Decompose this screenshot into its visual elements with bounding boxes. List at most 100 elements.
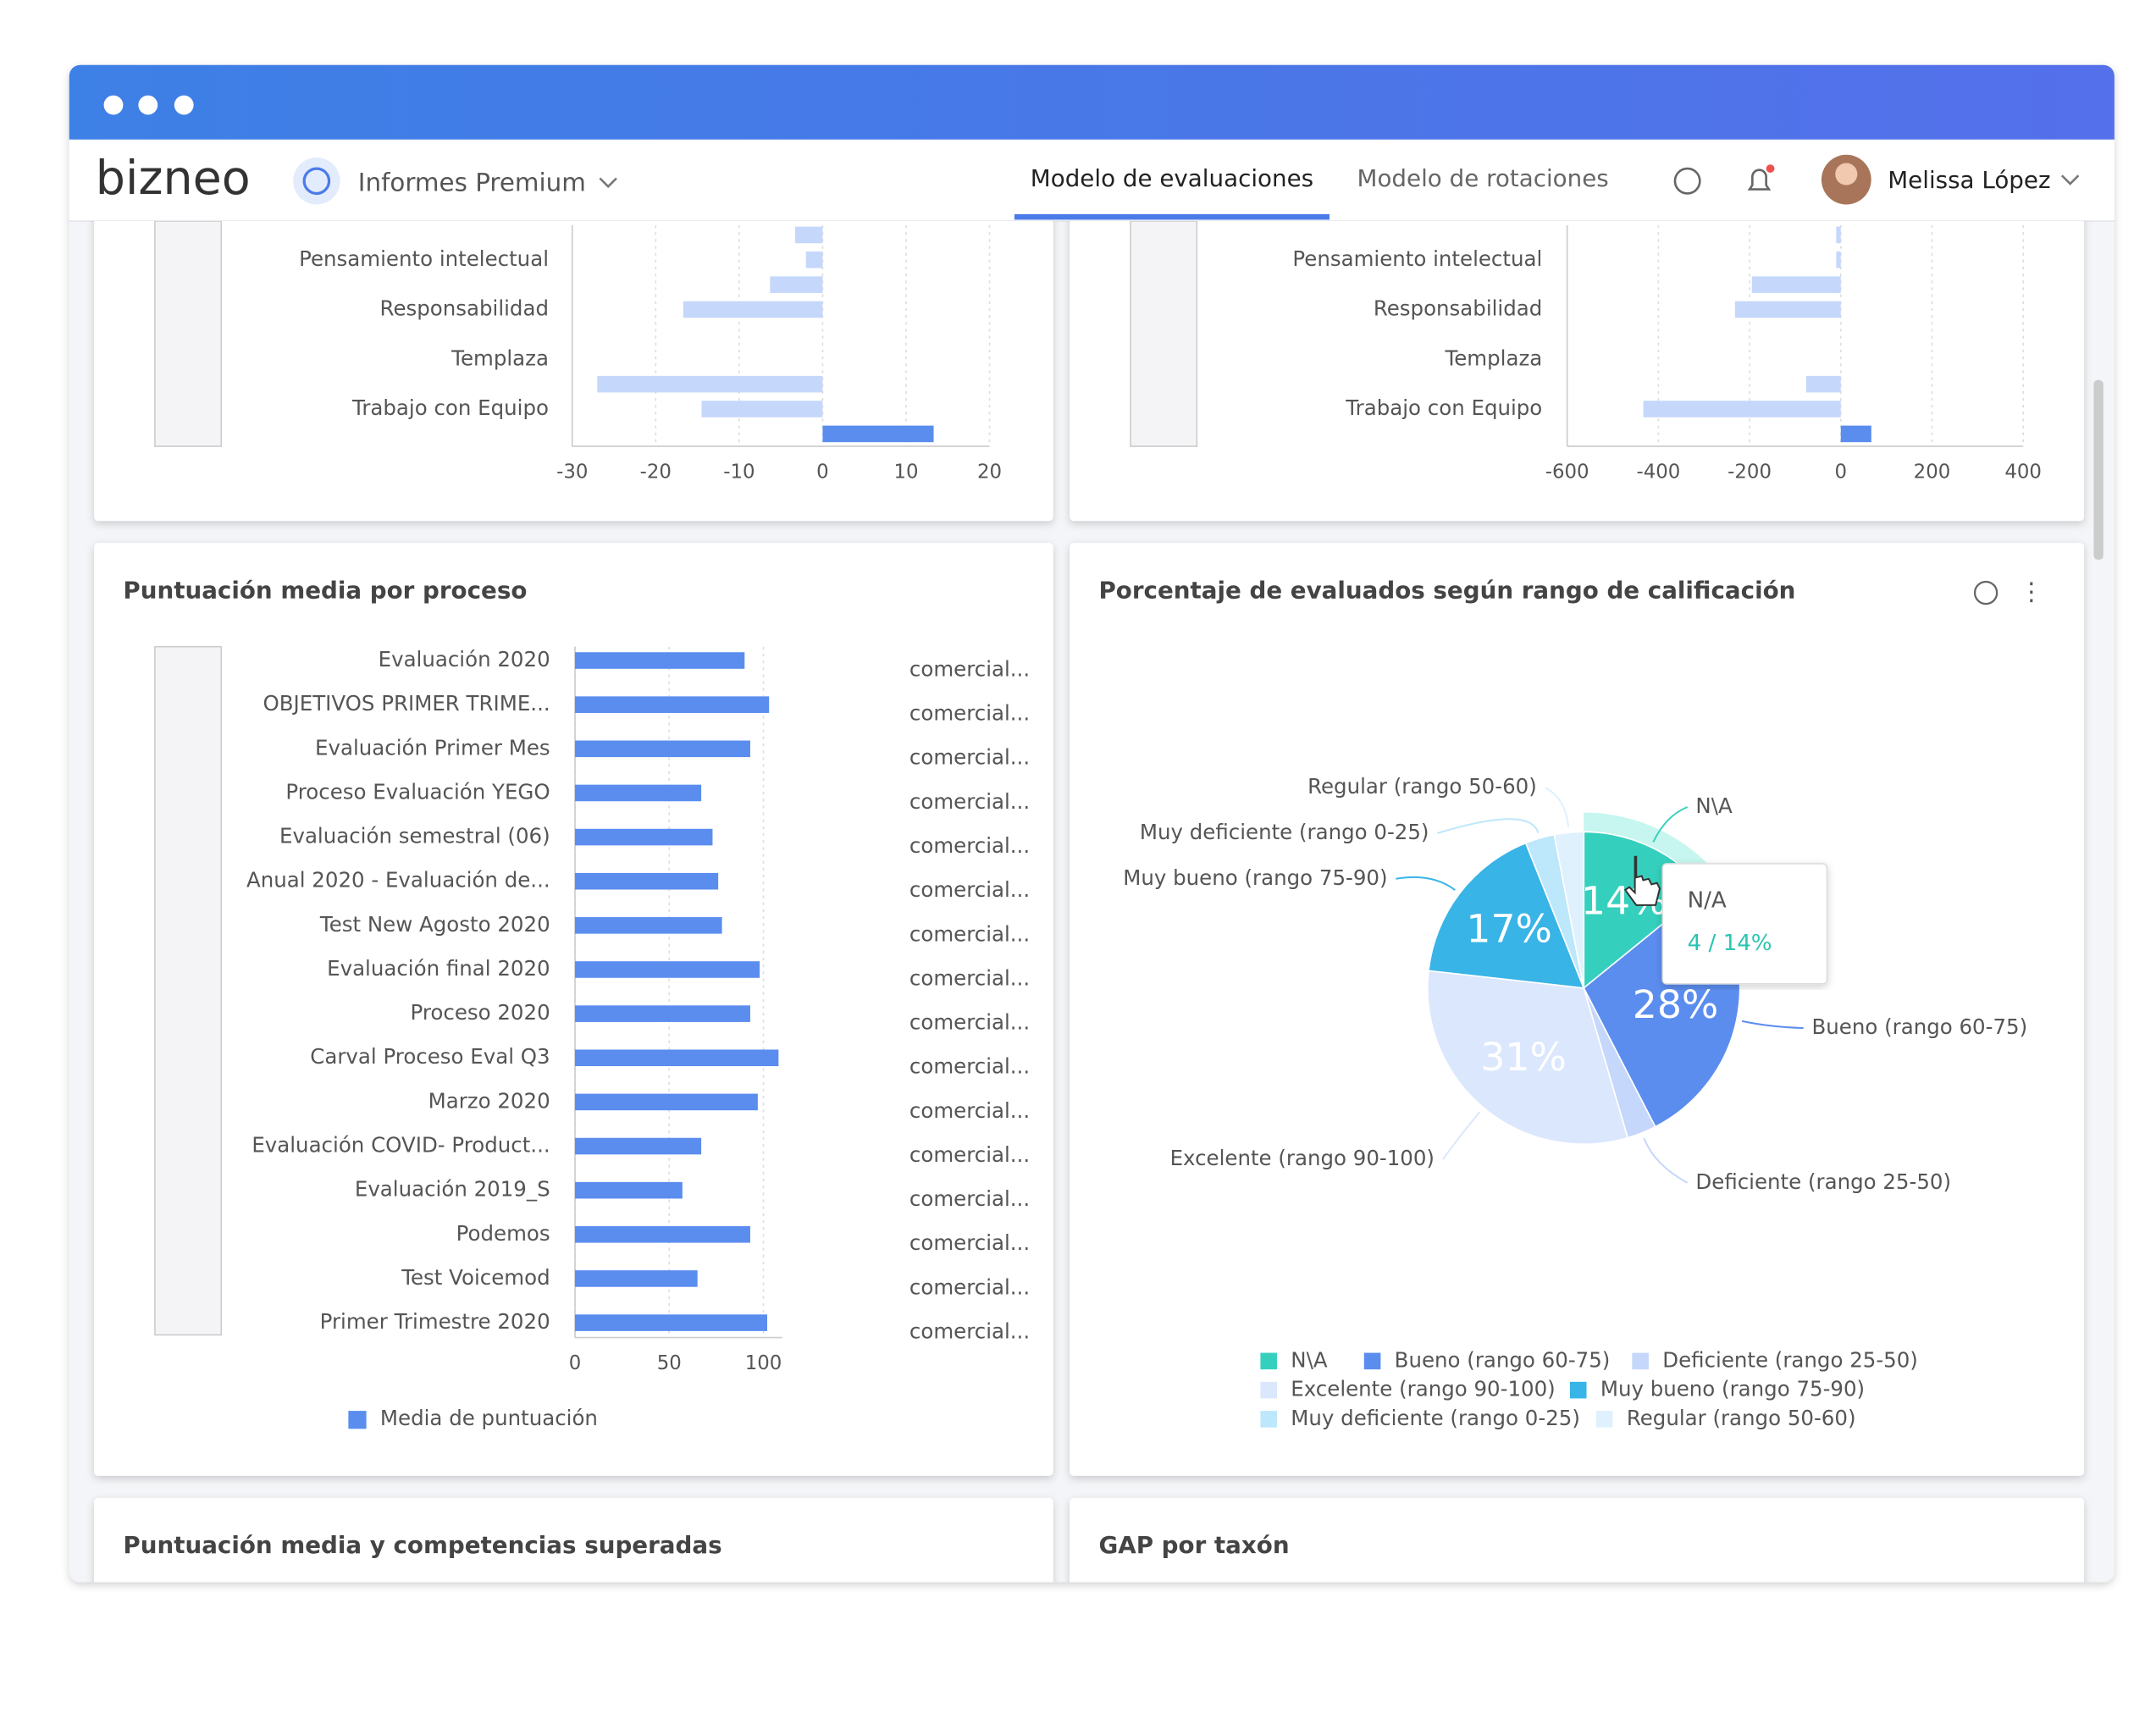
legend-swatch (1595, 1411, 1613, 1428)
bar (575, 872, 719, 890)
user-name[interactable]: Melissa López (1888, 166, 2050, 194)
tab[interactable]: Modelo de rotaciones (1357, 164, 1609, 192)
pie-slice (1553, 831, 1585, 988)
x-tick-label: -600 (1545, 462, 1589, 484)
legend-label: Muy deficiente (rango 0-25) (1291, 1406, 1580, 1430)
y-tick-label: Test New Agosto 2020 (319, 912, 550, 937)
slice-callout: Regular (rango 50-60) (1307, 774, 1537, 799)
chevron[interactable] (2060, 174, 2080, 185)
slice-label: 28% (1633, 982, 1719, 1027)
group-label: comercial... (909, 1230, 1030, 1255)
group-label: comercial... (909, 1274, 1030, 1299)
bar (575, 1093, 758, 1111)
tab[interactable]: Modelo de evaluaciones (1031, 164, 1313, 192)
legend-label: Media de puntuación (380, 1406, 598, 1430)
card (94, 543, 1053, 1476)
module-icon (302, 167, 331, 196)
y-tick-label: Evaluación 2019_S (355, 1177, 550, 1202)
y-tick-label: Templaza (451, 345, 549, 370)
group-label: comercial... (909, 1142, 1030, 1167)
y-tick-label: Pensamiento intelectual (299, 246, 549, 271)
y-tick-label: Evaluación Primer Mes (315, 735, 550, 760)
slice-callout: Muy deficiente (rango 0-25) (1140, 820, 1429, 844)
panel-title: Puntuación media por proceso (123, 576, 527, 604)
bar (1805, 375, 1841, 393)
group-label: comercial... (909, 1098, 1030, 1123)
group-label: comercial... (909, 701, 1030, 726)
navigator[interactable] (154, 221, 223, 447)
group-label: comercial... (909, 877, 1030, 902)
legend-label: Bueno (rango 60-75) (1395, 1347, 1611, 1372)
bar (1836, 251, 1841, 268)
x-tick-label: 100 (745, 1352, 782, 1374)
module-name[interactable]: Informes Premium (358, 169, 586, 197)
bar (575, 1314, 767, 1331)
slice-callout: N\A (1695, 793, 1733, 818)
y-tick-label: Evaluación final 2020 (327, 956, 550, 981)
y-tick-label: Pensamiento intelectual (1292, 246, 1542, 271)
panel-title: Puntuación media y competencias superada… (123, 1531, 721, 1559)
group-label: comercial... (909, 745, 1030, 770)
legend-label: Deficiente (rango 25-50) (1662, 1347, 1918, 1372)
y-tick-label: Trabajo con Equipo (351, 395, 549, 420)
y-tick-label: Evaluación 2020 (379, 647, 550, 672)
navigator[interactable] (154, 645, 223, 1336)
window-button[interactable] (138, 95, 158, 115)
bar (683, 301, 823, 318)
x-tick-label: 20 (977, 462, 1002, 484)
info-icon[interactable] (1973, 580, 1998, 605)
x-tick-label: 200 (1914, 462, 1951, 484)
brand[interactable]: bizneo (96, 152, 251, 206)
bar (1836, 226, 1841, 244)
y-tick-label: Proceso Evaluación YEGO (285, 779, 550, 804)
bar (575, 652, 745, 669)
bar (575, 696, 770, 713)
window-button[interactable] (103, 95, 124, 115)
y-tick-label: Podemos (456, 1221, 550, 1246)
slice-callout: Deficiente (rango 25-50) (1695, 1169, 1951, 1194)
group-label: comercial... (909, 921, 1030, 946)
x-tick-label: 0 (1835, 462, 1848, 484)
nav-bar (69, 139, 2115, 222)
y-tick-label: Templaza (1444, 345, 1542, 370)
y-tick-label: Proceso 2020 (411, 1000, 550, 1025)
pie-slice (1428, 842, 1585, 989)
timer-icon[interactable] (1673, 167, 1701, 195)
y-tick-label: Carval Proceso Eval Q3 (310, 1044, 550, 1069)
x-tick-label: -30 (556, 462, 588, 484)
legend-swatch (348, 1411, 367, 1429)
y-tick-label: Primer Trimestre 2020 (320, 1309, 550, 1334)
legend-swatch (1569, 1381, 1587, 1399)
y-tick-label: OBJETIVOS PRIMER TRIME... (263, 691, 550, 716)
card (1070, 1497, 2084, 1583)
module-icon (293, 158, 340, 205)
bar (770, 276, 823, 293)
chevron[interactable] (599, 177, 617, 189)
bar (575, 961, 760, 978)
bar (1751, 276, 1841, 293)
bar (805, 251, 823, 268)
x-tick-label: 0 (816, 462, 829, 484)
navigator[interactable] (1130, 221, 1198, 447)
bell-icon[interactable] (1747, 169, 1772, 191)
tooltip-title: N/A (1688, 887, 1727, 913)
window-button[interactable] (174, 95, 194, 115)
y-tick-label: Anual 2020 - Evaluación de... (246, 868, 550, 893)
slice-label: 31% (1480, 1035, 1567, 1080)
leader-line (1652, 806, 1689, 843)
bar (575, 1137, 702, 1155)
leader-line (1741, 1020, 1804, 1030)
hover-halo (1584, 812, 1721, 890)
scrollbar[interactable] (2093, 379, 2103, 560)
legend-label: Regular (rango 50-60) (1627, 1406, 1856, 1430)
legend-swatch (1260, 1352, 1277, 1370)
bar (575, 1049, 779, 1067)
menu-icon[interactable]: ⋮ (2019, 578, 2043, 606)
legend-swatch (1632, 1352, 1649, 1370)
card (94, 1497, 1053, 1583)
tab-underline (1014, 213, 1330, 220)
leader-line (1396, 876, 1456, 891)
y-tick-label: Responsabilidad (380, 296, 549, 321)
title-bar (69, 64, 2115, 140)
